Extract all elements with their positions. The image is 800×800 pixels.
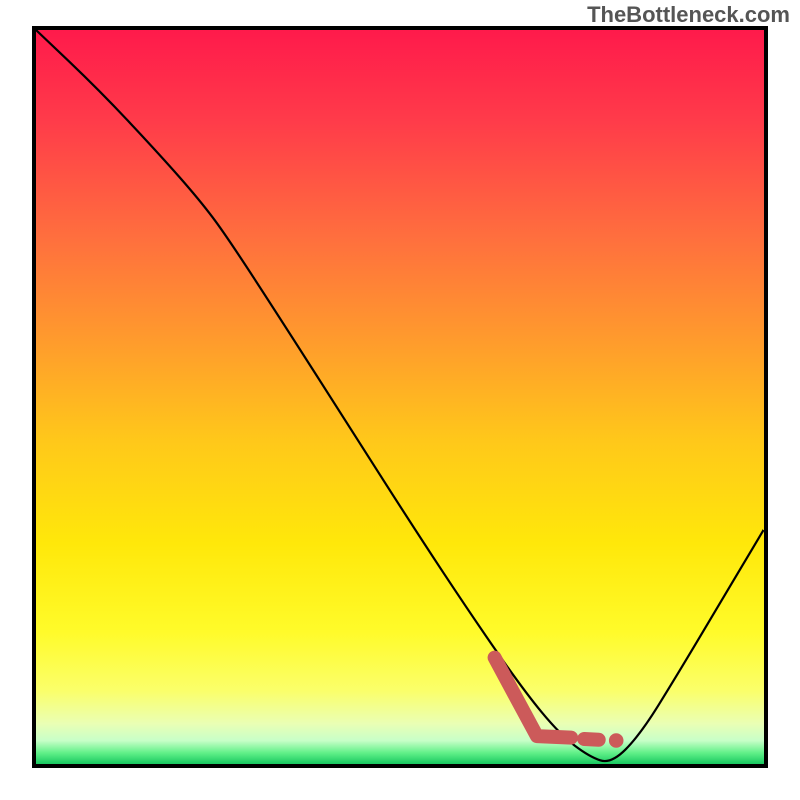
- highlight-dash: [584, 739, 599, 740]
- highlight-dot: [609, 733, 624, 748]
- plot-svg: [0, 0, 800, 800]
- watermark-text: TheBottleneck.com: [587, 2, 790, 28]
